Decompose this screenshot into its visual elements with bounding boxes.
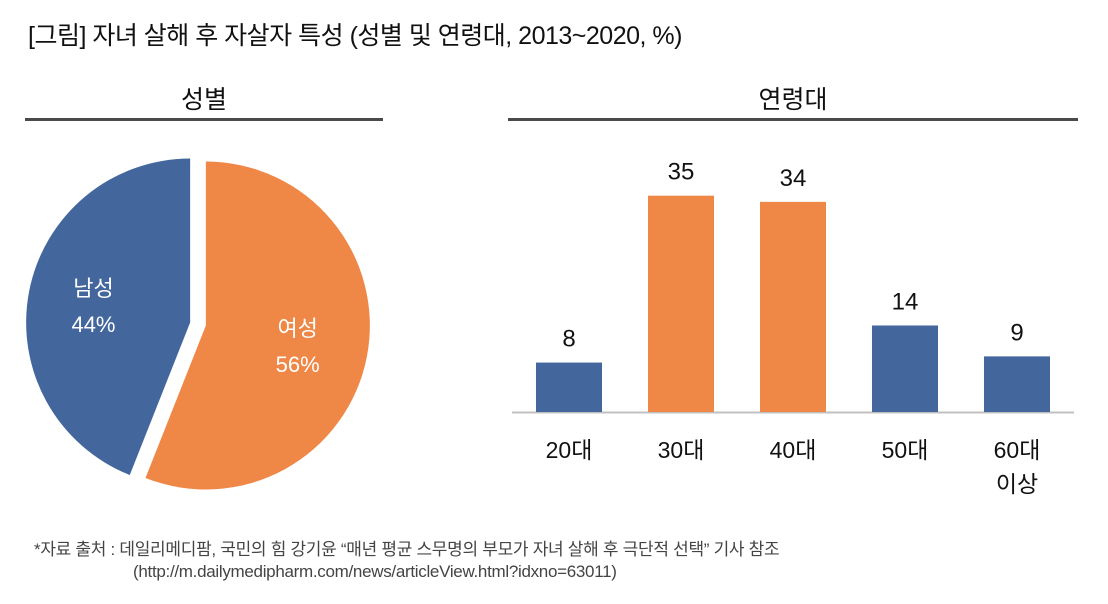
bar-4 <box>984 356 1050 412</box>
bar-data-label: 35 <box>668 159 695 186</box>
pie-slice-label: 여성 <box>277 316 317 341</box>
bar-category-label: 이상 <box>996 471 1038 497</box>
bar-category-label: 30대 <box>658 437 705 463</box>
bar-category-label: 50대 <box>882 437 929 463</box>
bar-category-label: 20대 <box>546 437 593 463</box>
bar-2 <box>760 201 826 412</box>
bar-3 <box>872 325 938 412</box>
pie-slice-label: 남성 <box>73 276 113 301</box>
pie-slice-value: 44% <box>71 312 115 337</box>
bar-section-rule <box>508 118 1078 121</box>
bar-data-label: 9 <box>1010 319 1023 346</box>
bar-1 <box>648 195 714 412</box>
source-note: *자료 출처 : 데일리메디팜, 국민의 힘 강기윤 “매년 평균 스무명의 부… <box>34 540 780 559</box>
pie-section-rule <box>25 118 383 121</box>
source-url: (http://m.dailymedipharm.com/news/articl… <box>133 562 617 581</box>
bar-category-label: 60대 <box>994 437 1041 463</box>
bar-section-title: 연령대 <box>758 86 828 114</box>
pie-slice-1 <box>145 161 370 490</box>
pie-slice-0 <box>26 158 191 475</box>
figure-title: [그림] 자녀 살해 후 자살자 특성 (성별 및 연령대, 2013~2020… <box>28 22 682 50</box>
bar-data-label: 14 <box>892 288 919 315</box>
bar-data-label: 8 <box>562 326 575 353</box>
bar-0 <box>536 362 602 412</box>
bar-category-label: 40대 <box>770 437 817 463</box>
pie-section-title: 성별 <box>180 86 227 114</box>
pie-slice-value: 56% <box>276 352 320 377</box>
bar-data-label: 34 <box>780 165 807 192</box>
